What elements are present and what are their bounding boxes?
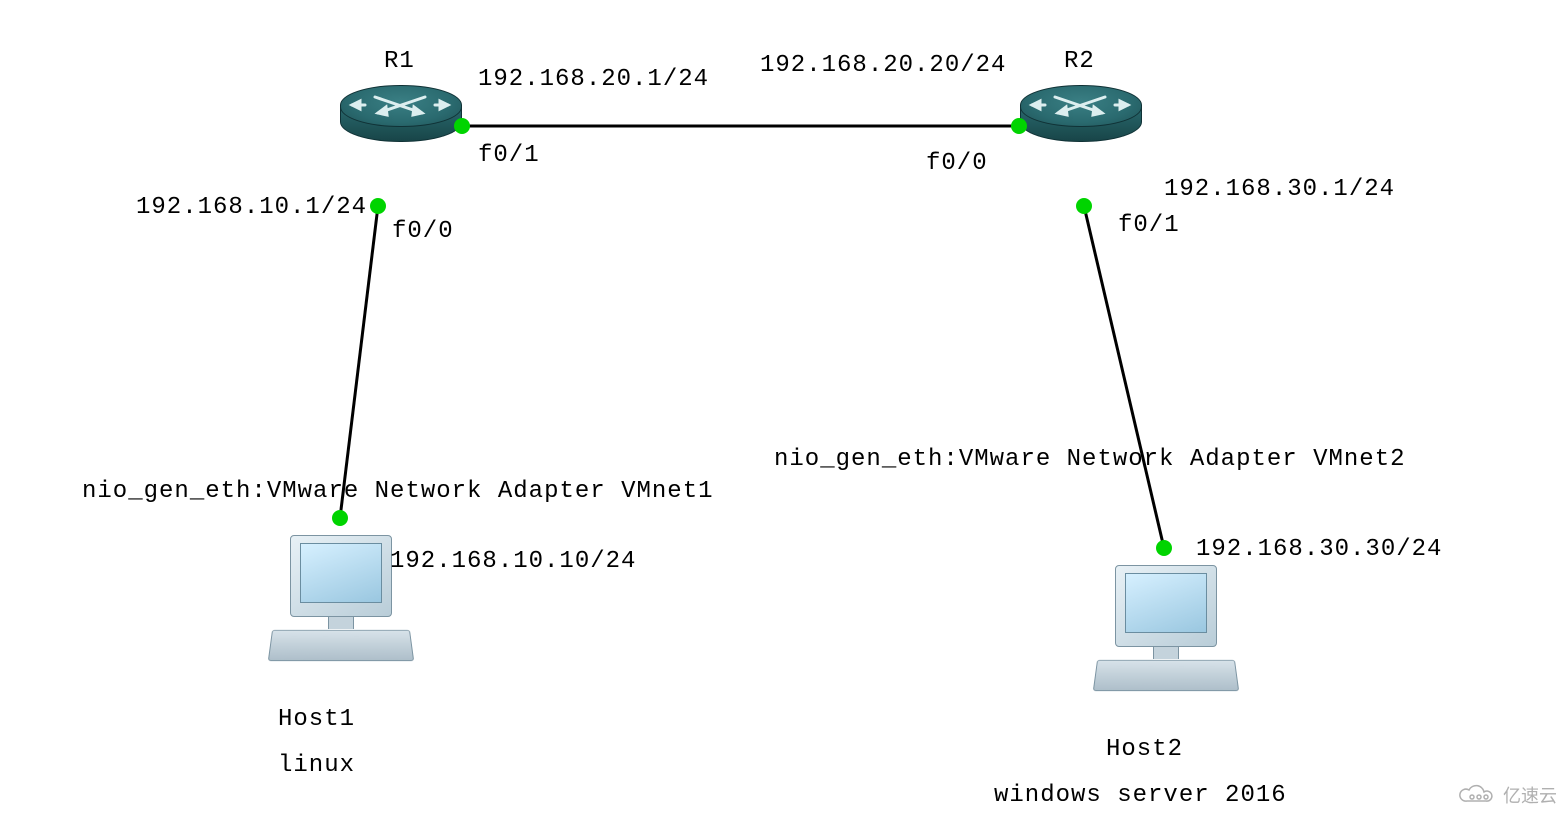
link-r2-host2 — [1084, 206, 1164, 548]
label-r2-name: R2 — [1064, 48, 1095, 75]
port-dot-host1-nic — [332, 510, 348, 526]
label-host1-os: linux — [278, 752, 355, 779]
label-r1-f00-ip: 192.168.10.1/24 — [136, 194, 367, 221]
pc-stand — [1153, 645, 1179, 659]
topology-links — [0, 0, 1567, 818]
label-r2-f01-port: f0/1 — [1118, 212, 1180, 239]
router-arrows-icon — [340, 85, 460, 125]
label-r1-f01-ip: 192.168.20.1/24 — [478, 66, 709, 93]
host1-pc[interactable] — [270, 535, 410, 685]
pc-screen — [1125, 573, 1207, 633]
pc-base — [268, 630, 414, 661]
label-host1-adapter: nio_gen_eth:VMware Network Adapter VMnet… — [82, 478, 714, 505]
label-host2-name: Host2 — [1106, 736, 1183, 763]
router-r2[interactable] — [1020, 85, 1140, 155]
port-dot-r1-f00 — [370, 198, 386, 214]
label-r2-f00-ip: 192.168.20.20/24 — [760, 52, 1006, 79]
label-host2-ip: 192.168.30.30/24 — [1196, 536, 1442, 563]
port-dot-host2-nic — [1156, 540, 1172, 556]
port-dot-r1-f01 — [454, 118, 470, 134]
pc-base — [1093, 660, 1239, 691]
pc-screen — [300, 543, 382, 603]
cloud-icon — [1457, 783, 1497, 807]
network-diagram: { "diagram": { "type": "network", "backg… — [0, 0, 1567, 818]
watermark-text: 亿速云 — [1503, 782, 1557, 808]
label-r2-f00-port: f0/0 — [926, 150, 988, 177]
label-r1-f01-port: f0/1 — [478, 142, 540, 169]
link-r1-host1 — [340, 206, 378, 518]
router-arrows-icon — [1020, 85, 1140, 125]
label-r1-f00-port: f0/0 — [392, 218, 454, 245]
port-dot-r2-f00 — [1011, 118, 1027, 134]
label-host2-os: windows server 2016 — [994, 782, 1287, 809]
router-r1[interactable] — [340, 85, 460, 155]
label-r1-name: R1 — [384, 48, 415, 75]
label-r2-f01-ip: 192.168.30.1/24 — [1164, 176, 1395, 203]
label-host2-adapter: nio_gen_eth:VMware Network Adapter VMnet… — [774, 446, 1406, 473]
host2-pc[interactable] — [1095, 565, 1235, 715]
label-host1-name: Host1 — [278, 706, 355, 733]
pc-stand — [328, 615, 354, 629]
port-dot-r2-f01 — [1076, 198, 1092, 214]
watermark: 亿速云 — [1457, 782, 1557, 808]
label-host1-ip: 192.168.10.10/24 — [390, 548, 636, 575]
